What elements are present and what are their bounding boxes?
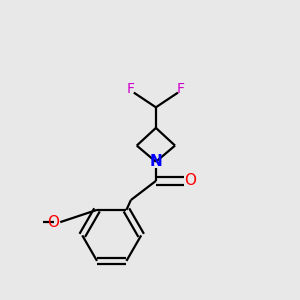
Text: O: O: [184, 173, 196, 188]
Text: O: O: [47, 214, 59, 230]
Text: F: F: [177, 82, 185, 96]
Text: F: F: [127, 82, 135, 96]
Text: N: N: [149, 154, 162, 169]
